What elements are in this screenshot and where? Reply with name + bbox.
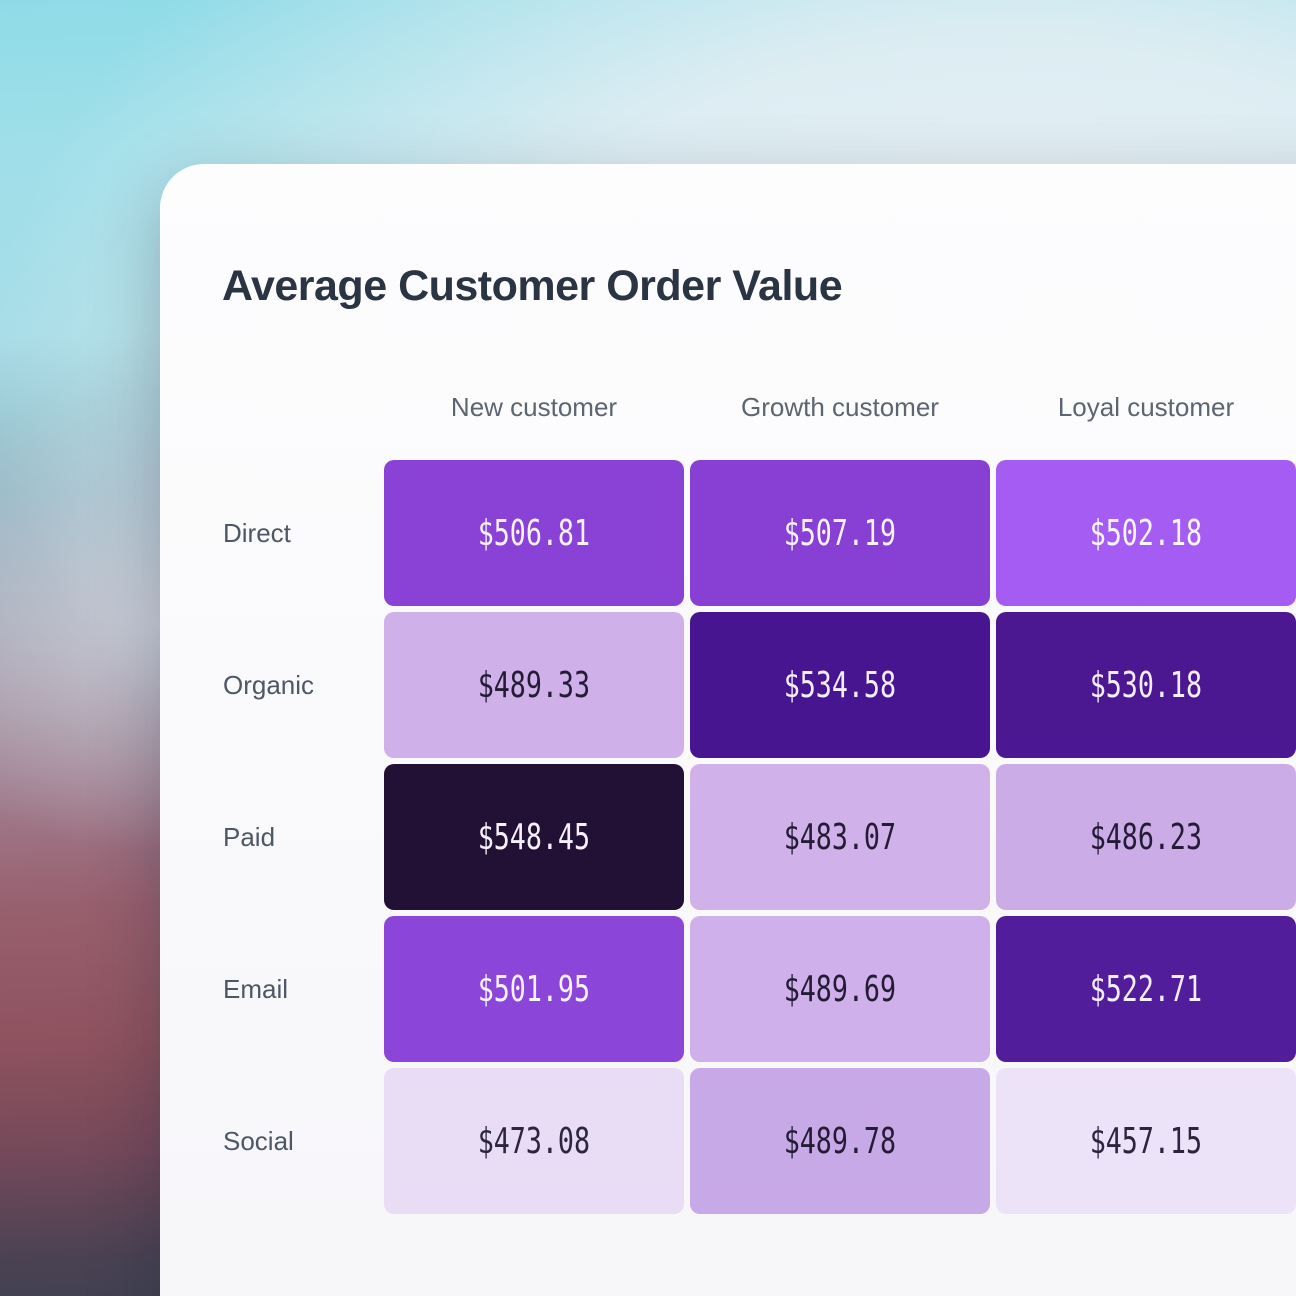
cell-value: $489.33 (477, 664, 591, 706)
cell-value: $489.78 (783, 1120, 897, 1162)
cell-value: $506.81 (477, 512, 591, 554)
heatmap-cell-organic-growth[interactable]: $534.58 (690, 612, 990, 758)
cell-value: $548.45 (477, 816, 591, 858)
cell-value: $522.71 (1089, 968, 1203, 1010)
row-label-direct: Direct (223, 517, 291, 548)
cell-value: $489.69 (783, 968, 897, 1010)
column-header-growth-customer: Growth customer (741, 392, 939, 422)
chart-card: Average Customer Order Value New custome… (160, 164, 1296, 1296)
heatmap-cell-email-new[interactable]: $501.95 (384, 916, 684, 1062)
heatmap-cell-email-growth[interactable]: $489.69 (690, 916, 990, 1062)
cell-value: $483.07 (783, 816, 897, 858)
row-label-social: Social (223, 1125, 294, 1156)
cell-value: $473.08 (477, 1120, 591, 1162)
heatmap-cell-direct-growth[interactable]: $507.19 (690, 460, 990, 606)
chart-title: Average Customer Order Value (222, 262, 843, 310)
heatmap-cell-social-growth[interactable]: $489.78 (690, 1068, 990, 1214)
heatmap-cell-email-loyal[interactable]: $522.71 (996, 916, 1296, 1062)
heatmap-cell-paid-growth[interactable]: $483.07 (690, 764, 990, 910)
row-label-paid: Paid (223, 821, 276, 852)
cell-value: $507.19 (783, 512, 897, 554)
heatmap-grid: Direct $506.81 $507.19 $502.18 Organic $… (223, 460, 1296, 1214)
heatmap-cell-direct-new[interactable]: $506.81 (384, 460, 684, 606)
column-header-new-customer: New customer (450, 392, 618, 422)
cell-value: $457.15 (1089, 1120, 1203, 1162)
heatmap-cell-organic-loyal[interactable]: $530.18 (996, 612, 1296, 758)
column-header-loyal-customer: Loyal customer (1057, 392, 1235, 422)
cell-value: $530.18 (1089, 664, 1203, 706)
heatmap-cell-paid-new[interactable]: $548.45 (384, 764, 684, 910)
row-label-organic: Organic (223, 669, 315, 700)
heatmap-cell-social-new[interactable]: $473.08 (384, 1068, 684, 1214)
cell-value: $502.18 (1089, 512, 1203, 554)
heatmap-cell-direct-loyal[interactable]: $502.18 (996, 460, 1296, 606)
cell-value: $486.23 (1089, 816, 1203, 858)
column-headers: New customer Growth customer Loyal custo… (384, 392, 1296, 422)
heatmap-cell-social-loyal[interactable]: $457.15 (996, 1068, 1296, 1214)
row-label-email: Email (223, 973, 289, 1004)
heatmap-cell-organic-new[interactable]: $489.33 (384, 612, 684, 758)
cell-value: $501.95 (477, 968, 591, 1010)
cell-value: $534.58 (783, 664, 897, 706)
heatmap-cell-paid-loyal[interactable]: $486.23 (996, 764, 1296, 910)
